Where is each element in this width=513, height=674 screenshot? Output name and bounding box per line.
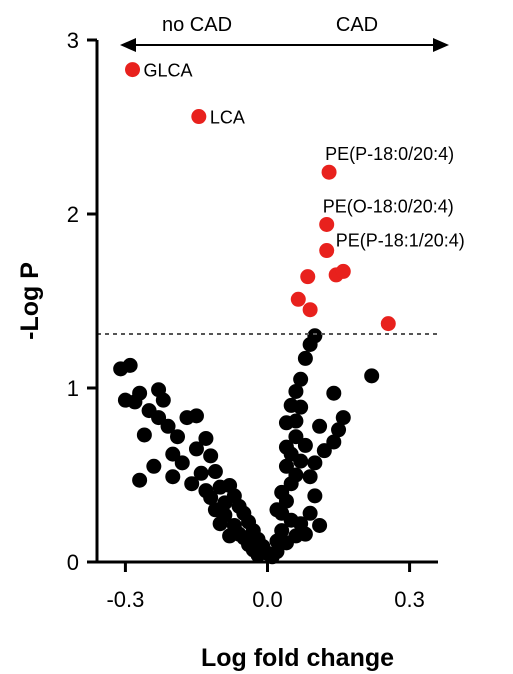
nonsignificant-point bbox=[278, 415, 294, 431]
nonsignificant-point bbox=[132, 385, 148, 401]
nonsignificant-point bbox=[136, 427, 152, 443]
nonsignificant-point bbox=[155, 392, 171, 408]
y-tick-label: 2 bbox=[67, 202, 79, 227]
y-axis-title: -Log P bbox=[16, 262, 44, 340]
significant-point bbox=[302, 302, 318, 318]
nonsignificant-point bbox=[212, 516, 228, 532]
nonsignificant-point bbox=[283, 512, 299, 528]
significant-point bbox=[319, 243, 335, 259]
point-label: LCA bbox=[210, 108, 245, 128]
significant-point bbox=[290, 291, 306, 307]
nonsignificant-point bbox=[326, 434, 342, 450]
y-tick-label: 1 bbox=[67, 376, 79, 401]
nonsignificant-point bbox=[278, 458, 294, 474]
nonsignificant-point bbox=[335, 410, 351, 426]
nonsignificant-point bbox=[312, 517, 328, 533]
nonsignificant-point bbox=[174, 455, 190, 471]
axes bbox=[87, 38, 449, 572]
direction-arrowhead-left bbox=[120, 38, 136, 52]
nonsignificant-point bbox=[160, 418, 176, 434]
nonsignificant-point bbox=[146, 458, 162, 474]
x-tick-label: 0.0 bbox=[252, 587, 283, 612]
direction-arrowhead-right bbox=[433, 38, 449, 52]
point-label: PE(O-18:0/20:4) bbox=[323, 196, 454, 216]
x-axis-title: Log fold change bbox=[201, 644, 394, 672]
nonsignificant-point bbox=[132, 472, 148, 488]
point-label: GLCA bbox=[144, 61, 193, 81]
nonsignificant-point bbox=[165, 469, 181, 485]
nonsignificant-point bbox=[278, 439, 294, 455]
nonsignificant-point bbox=[331, 422, 347, 438]
significant-point bbox=[125, 62, 141, 78]
nonsignificant-point bbox=[293, 453, 309, 469]
direction-label-left: no CAD bbox=[162, 14, 232, 36]
significant-point bbox=[319, 216, 335, 232]
nonsignificant-point bbox=[269, 544, 285, 560]
nonsignificant-point bbox=[307, 455, 323, 471]
significant-points bbox=[125, 62, 396, 332]
significant-point bbox=[300, 269, 316, 285]
x-tick-label: 0.3 bbox=[394, 587, 425, 612]
nonsignificant-point bbox=[207, 464, 223, 480]
nonsignificant-point bbox=[250, 547, 266, 563]
nonsignificant-point bbox=[288, 383, 304, 399]
nonsignificant-point bbox=[122, 357, 138, 373]
nonsignificant-point bbox=[184, 476, 200, 492]
point-label: PE(P-18:1/20:4) bbox=[336, 231, 465, 251]
nonsignificant-point bbox=[203, 448, 219, 464]
direction-label-right: CAD bbox=[336, 14, 378, 36]
nonsignificant-point bbox=[316, 443, 332, 459]
nonsignificant-point bbox=[364, 368, 380, 384]
nonsignificant-point bbox=[151, 410, 167, 426]
nonsignificant-point bbox=[222, 528, 238, 544]
nonsignificant-point bbox=[288, 528, 304, 544]
nonsignificant-point bbox=[207, 502, 223, 518]
nonsignificant-point bbox=[241, 537, 257, 553]
nonsignificant-point bbox=[170, 429, 186, 445]
nonsignificant-point bbox=[302, 505, 318, 521]
nonsignificant-point bbox=[193, 465, 209, 481]
nonsignificant-point bbox=[269, 502, 285, 518]
nonsignificant-points bbox=[113, 328, 380, 565]
nonsignificant-point bbox=[288, 467, 304, 483]
nonsignificant-point bbox=[307, 488, 323, 504]
nonsignificant-point bbox=[188, 441, 204, 457]
nonsignificant-point bbox=[288, 429, 304, 445]
nonsignificant-point bbox=[297, 350, 313, 366]
nonsignificant-point bbox=[274, 484, 290, 500]
nonsignificant-point bbox=[312, 418, 328, 434]
y-tick-label: 0 bbox=[67, 550, 79, 575]
significant-point bbox=[335, 263, 351, 279]
nonsignificant-point bbox=[302, 469, 318, 485]
nonsignificant-point bbox=[198, 430, 214, 446]
nonsignificant-point bbox=[293, 371, 309, 387]
nonsignificant-point bbox=[297, 437, 313, 453]
significant-point bbox=[380, 316, 396, 332]
nonsignificant-point bbox=[307, 328, 323, 344]
point-label: PE(P-18:0/20:4) bbox=[325, 144, 454, 164]
x-tick-label: -0.3 bbox=[106, 587, 144, 612]
nonsignificant-point bbox=[326, 385, 342, 401]
labels: GLCA LCA PE(P-18:0/20:4) PE(O-18:0/20:4) PE(… bbox=[16, 14, 465, 672]
y-tick-label: 3 bbox=[67, 28, 79, 53]
significant-point bbox=[191, 109, 207, 125]
nonsignificant-point bbox=[198, 483, 214, 499]
nonsignificant-point bbox=[283, 397, 299, 413]
nonsignificant-point bbox=[165, 446, 181, 462]
significant-point bbox=[321, 164, 337, 180]
nonsignificant-point bbox=[188, 408, 204, 424]
